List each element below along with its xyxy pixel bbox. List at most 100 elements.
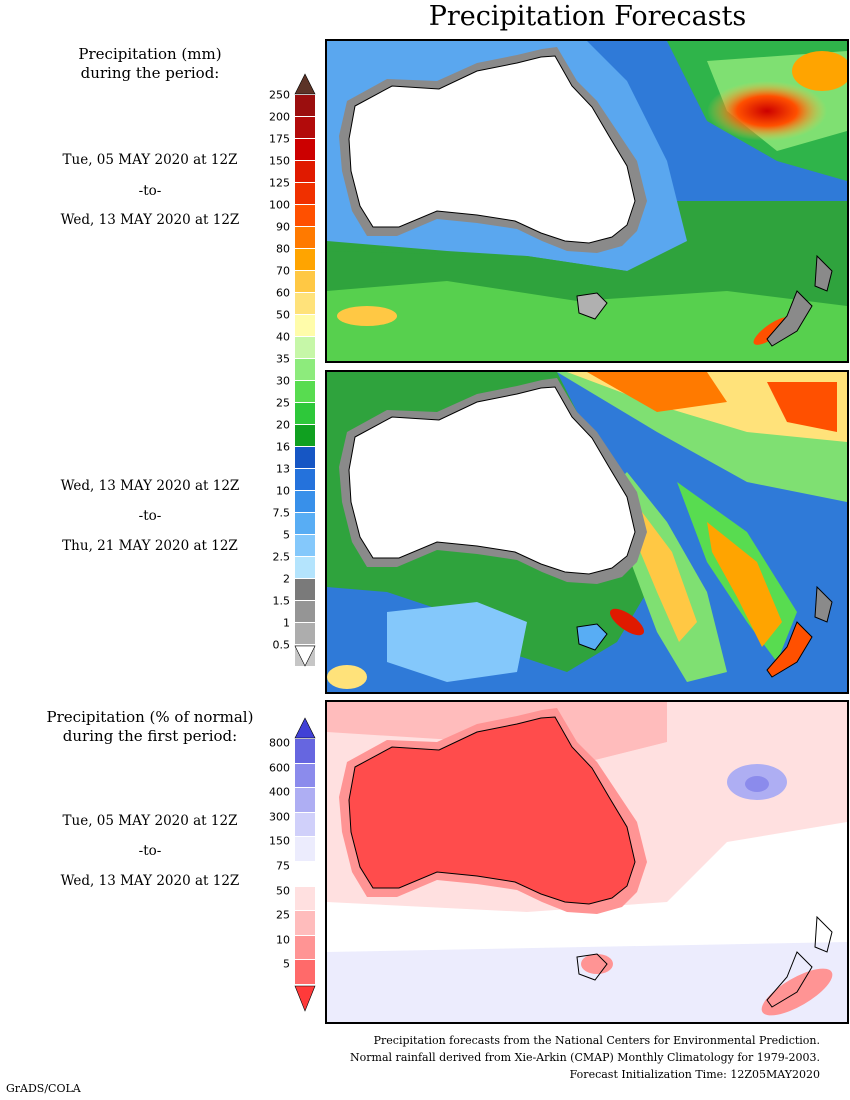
pct-swatch (295, 739, 315, 764)
precip-tick-label: 16 (276, 440, 290, 454)
pct-swatch (295, 763, 315, 789)
precip-scale-ticks: 250 200 175 150 125 100 90 80 70 60 50 40 35 30 25 20 16… (250, 89, 291, 652)
precip-map-period2-graphic (327, 372, 847, 692)
footer-init-time: Forecast Initialization Time: 12Z05MAY20… (569, 1068, 820, 1081)
pct-color-bar (295, 739, 315, 985)
panel1-label: Precipitation (mm) during the period: (0, 45, 300, 83)
panel3-separator: -to- (138, 843, 162, 859)
page-title: Precipitation Forecasts (428, 1, 747, 32)
precip-tick-label: 40 (276, 330, 290, 344)
pct-swatch (295, 960, 315, 985)
precip-swatch (295, 293, 315, 315)
pct-tick-label: 25 (276, 908, 290, 922)
precip-swatch (295, 227, 315, 249)
precip-percent-normal-map (325, 700, 849, 1024)
precip-map-period1-graphic (327, 41, 847, 361)
precip-swatch (295, 249, 315, 271)
precip-swatch (295, 491, 315, 513)
precip-swatch (295, 139, 315, 161)
precip-tick-label: 13 (276, 462, 290, 476)
pct-swatch (295, 911, 315, 936)
pct-tick-label: 600 (269, 761, 290, 775)
precip-tick-label: 100 (269, 198, 290, 212)
precip-swatch (295, 95, 315, 117)
precip-swatch (295, 447, 315, 469)
precip-tick-label: 1 (283, 616, 290, 630)
precip-color-bar (295, 95, 315, 667)
precip-tick-label: 2.5 (272, 550, 291, 564)
panel1-start-date: Tue, 05 MAY 2020 at 12Z (62, 152, 238, 168)
precip-tick-label: 125 (269, 176, 290, 190)
pct-scale-top-arrow (294, 717, 316, 739)
precip-tick-label: 30 (276, 374, 290, 388)
panel1-separator: -to- (138, 183, 162, 199)
pct-tick-label: 50 (276, 884, 290, 898)
precip-swatch (295, 623, 315, 645)
precip-tick-label: 10 (276, 484, 290, 498)
precip-percent-normal-map-graphic (327, 702, 847, 1022)
precip-tick-label: 70 (276, 264, 290, 278)
footer-climatology-line: Normal rainfall derived from Xie-Arkin (… (350, 1051, 820, 1064)
precip-tick-label: 0.5 (272, 638, 291, 652)
precip-tick-label: 5 (283, 528, 290, 542)
pct-tick-label: 75 (276, 859, 290, 873)
panel2-start-date: Wed, 13 MAY 2020 at 12Z (60, 478, 240, 494)
precip-swatch (295, 425, 315, 447)
precip-swatch (295, 513, 315, 535)
precip-swatch (295, 535, 315, 557)
precip-tick-label: 35 (276, 352, 290, 366)
precip-tick-label: 175 (269, 132, 290, 146)
precip-swatch (295, 337, 315, 359)
pct-tick-label: 800 (269, 736, 290, 750)
precip-swatch (295, 579, 315, 601)
pct-swatch (295, 861, 315, 887)
precip-tick-label: 50 (276, 308, 290, 322)
precip-tick-label: 20 (276, 418, 290, 432)
panel1-label-line1: Precipitation (mm) (78, 45, 222, 63)
precip-swatch (295, 469, 315, 491)
grads-credit: GrADS/COLA (6, 1082, 81, 1095)
panel3-end-date: Wed, 13 MAY 2020 at 12Z (60, 873, 240, 889)
precip-tick-label: 2 (283, 572, 290, 586)
precip-tick-label: 1.5 (272, 594, 291, 608)
pct-scale-ticks: 800 600 400 300 150 75 50 25 10 5 (250, 736, 290, 985)
pct-tick-label: 5 (283, 957, 290, 971)
precip-swatch (295, 205, 315, 227)
precip-tick-label: 80 (276, 242, 290, 256)
pct-swatch (295, 837, 315, 862)
pct-tick-label: 150 (269, 834, 290, 848)
pct-swatch (295, 788, 315, 813)
precip-tick-label: 150 (269, 154, 290, 168)
precip-tick-label: 25 (276, 396, 290, 410)
panel2-end-date: Thu, 21 MAY 2020 at 12Z (62, 538, 238, 554)
panel1-end-date: Wed, 13 MAY 2020 at 12Z (60, 212, 240, 228)
precip-scale-top-arrow (294, 73, 316, 95)
panel2-separator: -to- (138, 508, 162, 524)
precip-swatch (295, 315, 315, 337)
precip-swatch (295, 381, 315, 403)
precip-tick-label: 7.5 (272, 506, 291, 520)
panel3-label-line1: Precipitation (% of normal) (46, 708, 254, 726)
precip-swatch (295, 271, 315, 293)
panel3-start-date: Tue, 05 MAY 2020 at 12Z (62, 813, 238, 829)
precip-map-period1 (325, 39, 849, 363)
pct-scale-bottom-arrow (294, 985, 316, 1012)
panel1-label-line2: during the period: (80, 64, 220, 82)
precip-swatch (295, 117, 315, 139)
precip-swatch (295, 359, 315, 381)
pct-swatch (295, 886, 315, 912)
pct-swatch (295, 812, 315, 838)
pct-tick-label: 10 (276, 933, 290, 947)
precip-swatch (295, 183, 315, 205)
precip-swatch (295, 601, 315, 623)
pct-tick-label: 300 (269, 810, 290, 824)
pct-tick-label: 400 (269, 785, 290, 799)
precip-swatch (295, 403, 315, 425)
precip-tick-label: 90 (276, 220, 290, 234)
precip-tick-label: 60 (276, 286, 290, 300)
precip-scale-bottom-arrow (294, 645, 316, 667)
precip-map-period2 (325, 370, 849, 694)
precip-swatch (295, 557, 315, 579)
panel3-label-line2: during the first period: (62, 727, 238, 745)
precip-tick-label: 200 (269, 110, 290, 124)
